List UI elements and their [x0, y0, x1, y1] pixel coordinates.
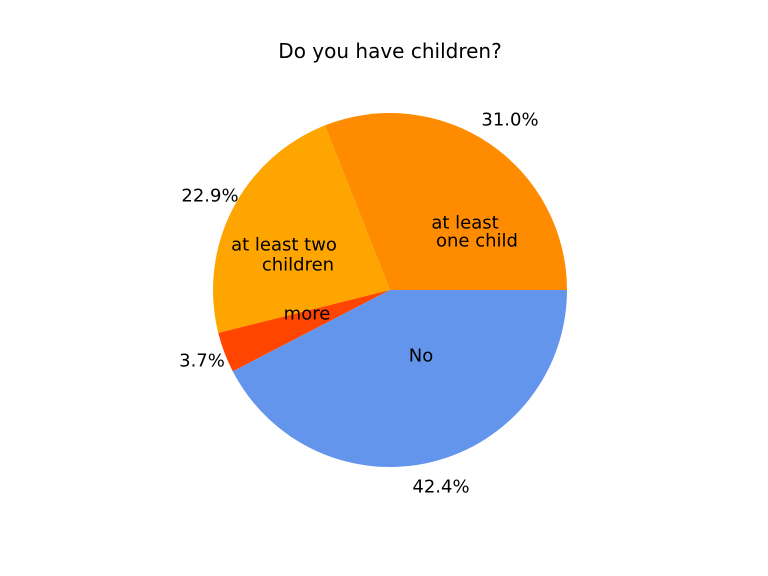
- pie-slice-0: [324, 112, 568, 290]
- slice-pct-1: 22.9%: [181, 186, 238, 207]
- slice-pct-3: 42.4%: [412, 477, 469, 498]
- slice-label-0-line-0: at least: [431, 213, 498, 234]
- pie-slice-1: [213, 125, 390, 333]
- slice-pct-0: 31.0%: [481, 110, 538, 131]
- slice-label-1-line-1: children: [262, 255, 334, 276]
- pie-slice-2: [218, 290, 390, 372]
- slice-label-1-line-0: at least two: [231, 235, 337, 256]
- chart-title: Do you have children?: [278, 39, 502, 63]
- slice-label-0-line-1: one child: [436, 231, 518, 252]
- pie-slice-3: [232, 290, 568, 468]
- slice-label-2-line-0: more: [284, 304, 331, 325]
- slice-pct-2: 3.7%: [179, 351, 225, 372]
- slice-label-3-line-0: No: [409, 346, 433, 367]
